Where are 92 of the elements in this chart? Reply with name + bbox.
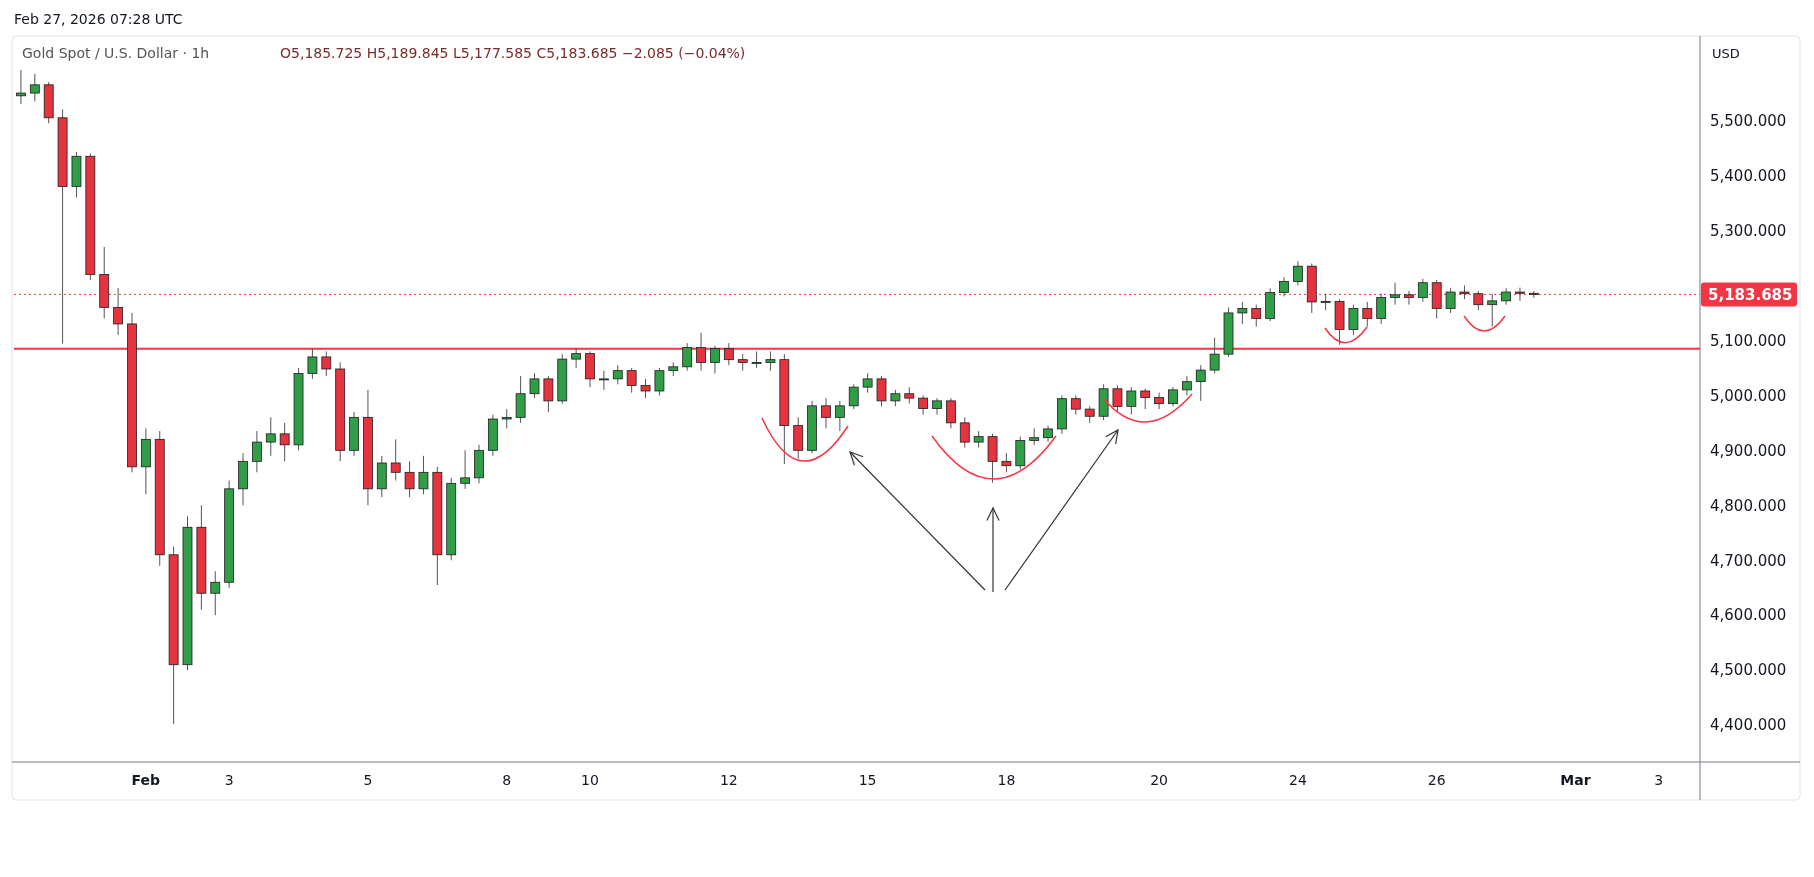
candlestick — [834, 400, 845, 432]
x-tick-label: 8 — [502, 772, 512, 788]
candlestick — [1126, 386, 1137, 416]
y-tick-label: 5,500.000 — [1710, 111, 1787, 130]
ref-line-label: 5,183.685 — [1708, 285, 1793, 304]
candlestick — [307, 348, 318, 380]
candlestick — [751, 350, 762, 369]
candlestick — [1237, 301, 1248, 325]
candlestick — [1376, 293, 1387, 325]
candlestick — [1279, 276, 1289, 297]
candlestick — [1473, 290, 1484, 311]
candlestick — [1251, 304, 1262, 328]
candlestick — [1112, 384, 1123, 413]
candlestick — [696, 332, 706, 372]
candlestick — [418, 455, 429, 495]
x-tick-label: Feb — [131, 772, 161, 788]
candlestick — [612, 364, 623, 385]
y-tick-label: 4,500.000 — [1710, 661, 1787, 680]
candlestick — [1070, 394, 1081, 416]
text: Feb 27, 2026 07:28 UTC — [14, 11, 183, 27]
candlestick — [571, 348, 582, 369]
y-tick-label: 4,900.000 — [1710, 441, 1787, 460]
candlestick — [321, 350, 332, 377]
candlestick — [640, 378, 651, 399]
candlestick — [1293, 260, 1303, 286]
candlestick — [1390, 282, 1400, 306]
candlestick — [654, 367, 665, 396]
candlestick — [1209, 337, 1220, 374]
candlestick — [946, 397, 956, 429]
y-tick-label: 4,600.000 — [1710, 606, 1787, 625]
y-tick-label: 5,400.000 — [1710, 166, 1787, 185]
candlestick — [1348, 304, 1359, 336]
candlestick — [1515, 287, 1525, 302]
candlestick — [515, 375, 526, 424]
candlestick — [1445, 287, 1456, 314]
candlestick — [460, 449, 470, 490]
x-tick-label: 18 — [997, 772, 1016, 788]
candlestick — [29, 73, 40, 102]
candlestick — [932, 397, 942, 416]
candlestick — [862, 372, 873, 394]
candlestick — [599, 370, 609, 391]
y-tick-label: 4,400.000 — [1710, 716, 1787, 735]
candlestick — [918, 394, 929, 416]
x-tick-label: 26 — [1427, 772, 1446, 788]
candlestick — [252, 430, 262, 473]
y-tick-label: 5,100.000 — [1710, 331, 1787, 350]
candlestick — [113, 287, 123, 336]
x-tick-label: 12 — [719, 772, 738, 788]
candlestick — [848, 383, 859, 410]
x-tick-label: 24 — [1288, 772, 1307, 788]
candlestick — [1181, 375, 1192, 396]
candlestick — [626, 367, 637, 394]
candlestick — [821, 397, 831, 429]
candlestick — [529, 372, 540, 399]
y-axis-title: USD — [1712, 46, 1740, 61]
y-tick-label: 4,700.000 — [1710, 551, 1787, 570]
candlestick — [279, 422, 290, 462]
candlestick — [1528, 290, 1539, 299]
text: O5,185.725 H5,189.845 L5,177.585 C5,183.685 −2.085 (−0.04%) — [280, 45, 746, 61]
x-tick-label: 15 — [858, 772, 877, 788]
candlestick — [959, 416, 970, 449]
candlestick — [723, 342, 734, 366]
x-tick-label: 20 — [1150, 772, 1169, 788]
candlestick — [543, 375, 554, 413]
candlestick — [1362, 301, 1373, 328]
candlestick — [16, 69, 26, 105]
x-tick-label: Mar — [1560, 772, 1591, 788]
candlestick — [1001, 452, 1012, 473]
candlestick — [765, 350, 776, 372]
candlestick — [1417, 278, 1428, 303]
candlestick — [501, 408, 512, 429]
candlestick — [1404, 290, 1414, 306]
candlestick — [390, 438, 401, 482]
candlestick — [404, 460, 415, 498]
candlestick — [1487, 293, 1498, 328]
x-tick-label: 3 — [224, 772, 234, 788]
y-tick-label: 5,300.000 — [1710, 221, 1787, 240]
candlestick — [1140, 388, 1151, 410]
candlestick — [1168, 386, 1178, 407]
x-tick-label: 5 — [363, 772, 373, 788]
candlestick — [710, 345, 720, 374]
candlestick — [682, 342, 693, 372]
x-tick-label: 3 — [1654, 772, 1664, 788]
y-tick-label: 5,000.000 — [1710, 386, 1787, 405]
candlestick — [876, 375, 887, 407]
text: Gold Spot / U.S. Dollar · 1h — [22, 45, 210, 61]
candlestick — [1195, 364, 1206, 402]
candlestick — [210, 570, 221, 616]
x-tick-label: 10 — [581, 772, 599, 788]
y-tick-label: 4,800.000 — [1710, 496, 1787, 515]
candlestick — [265, 416, 276, 457]
candlestick — [1154, 392, 1164, 410]
